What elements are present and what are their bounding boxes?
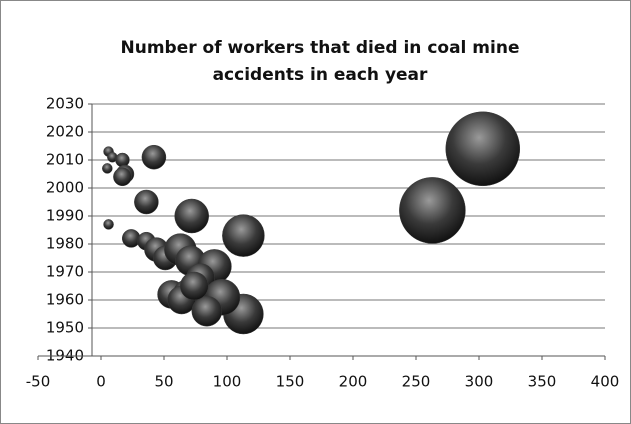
bubble <box>222 214 265 257</box>
x-tick-label: 100 <box>213 373 242 391</box>
y-tick-label: 2000 <box>46 179 84 197</box>
y-tick-label: 1950 <box>46 319 84 337</box>
bubble <box>179 271 209 301</box>
bubble <box>134 189 159 215</box>
chart-title: Number of workers that died in coal mine… <box>121 38 520 85</box>
bubble <box>445 111 521 187</box>
x-tick-label: 150 <box>276 373 305 391</box>
y-tick-label: 1990 <box>46 207 84 225</box>
bubble <box>115 152 130 168</box>
y-tick-label: 1980 <box>46 235 84 253</box>
x-tick-label: 0 <box>96 373 106 391</box>
bubble <box>113 167 132 187</box>
bubble <box>174 198 209 234</box>
y-tick-label: 2030 <box>46 95 84 113</box>
bubble <box>121 229 141 248</box>
bubble <box>399 177 466 244</box>
y-tick-label: 1970 <box>46 263 84 281</box>
x-tick-label: 250 <box>402 373 431 391</box>
y-tick-label: 1960 <box>46 291 84 309</box>
bubble <box>141 144 167 170</box>
y-tick-label: 2010 <box>46 151 84 169</box>
x-tick-label: 300 <box>465 373 494 391</box>
x-tick-label: -50 <box>26 373 51 391</box>
bubble <box>103 219 114 230</box>
x-tick-label: 200 <box>339 373 368 391</box>
bubble <box>191 295 223 327</box>
x-tick-label: 400 <box>591 373 620 391</box>
x-tick-label: 50 <box>154 373 173 391</box>
x-tick-label: 350 <box>528 373 557 391</box>
y-tick-label: 2020 <box>46 123 84 141</box>
bubble <box>102 163 113 174</box>
